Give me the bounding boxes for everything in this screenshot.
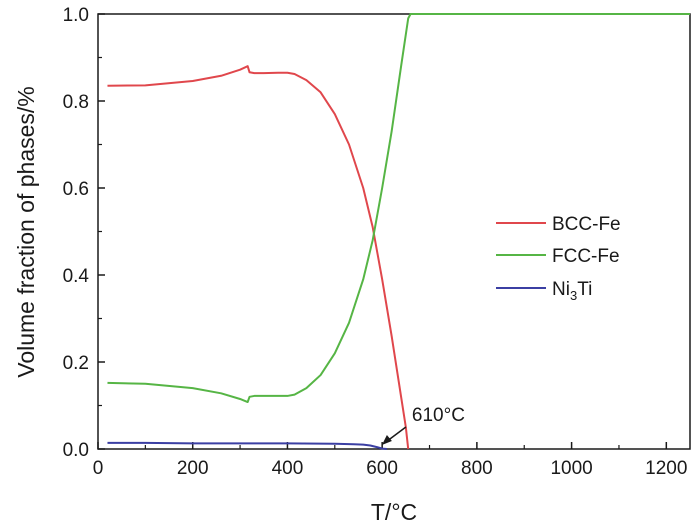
- x-tick-label: 600: [366, 458, 398, 479]
- x-tick-label: 200: [177, 458, 209, 479]
- legend: BCC-Fe FCC-Fe Ni3Ti: [496, 214, 621, 303]
- y-axis-title: Volume fraction of phases/%: [13, 86, 39, 378]
- x-tick-label: 0: [93, 458, 104, 479]
- legend-label-bcc-fe: BCC-Fe: [552, 214, 621, 235]
- series-line-bcc-fe: [107, 65, 410, 450]
- series-line-fcc-fe: [107, 13, 690, 404]
- y-tick-label: 0.4: [63, 266, 90, 287]
- x-tick-label: 1000: [550, 458, 592, 479]
- legend-label-fcc-fe: FCC-Fe: [552, 246, 620, 267]
- annotation-label-610c: 610°C: [412, 405, 465, 426]
- x-axis-title: T/°C: [371, 499, 417, 525]
- y-tick-label: 0.0: [63, 440, 89, 461]
- y-axis-ticks: 0.0 0.2 0.4 0.6 0.8 1.0: [63, 5, 105, 461]
- y-tick-label: 1.0: [63, 5, 89, 26]
- series-lines: [107, 13, 690, 450]
- legend-label-ni3ti-base: Ni: [552, 279, 570, 300]
- legend-label-ni3ti: Ni3Ti: [552, 279, 592, 303]
- x-axis-ticks: 0 200 400 600 800 1000 1200: [93, 442, 687, 479]
- x-tick-label: 400: [272, 458, 304, 479]
- y-tick-label: 0.6: [63, 179, 89, 200]
- y-tick-label: 0.8: [63, 92, 89, 113]
- legend-label-ni3ti-tail: Ti: [577, 279, 592, 300]
- y-tick-label: 0.2: [63, 353, 89, 374]
- x-tick-label: 800: [461, 458, 493, 479]
- legend-label-ni3ti-subscript: 3: [570, 288, 577, 303]
- annotation-arrow-line: [387, 426, 407, 442]
- annotation-arrow-head: [381, 435, 392, 445]
- series-line-ni3ti: [107, 441, 387, 450]
- temperature-annotation: 610°C: [381, 405, 465, 445]
- x-tick-label: 1200: [645, 458, 687, 479]
